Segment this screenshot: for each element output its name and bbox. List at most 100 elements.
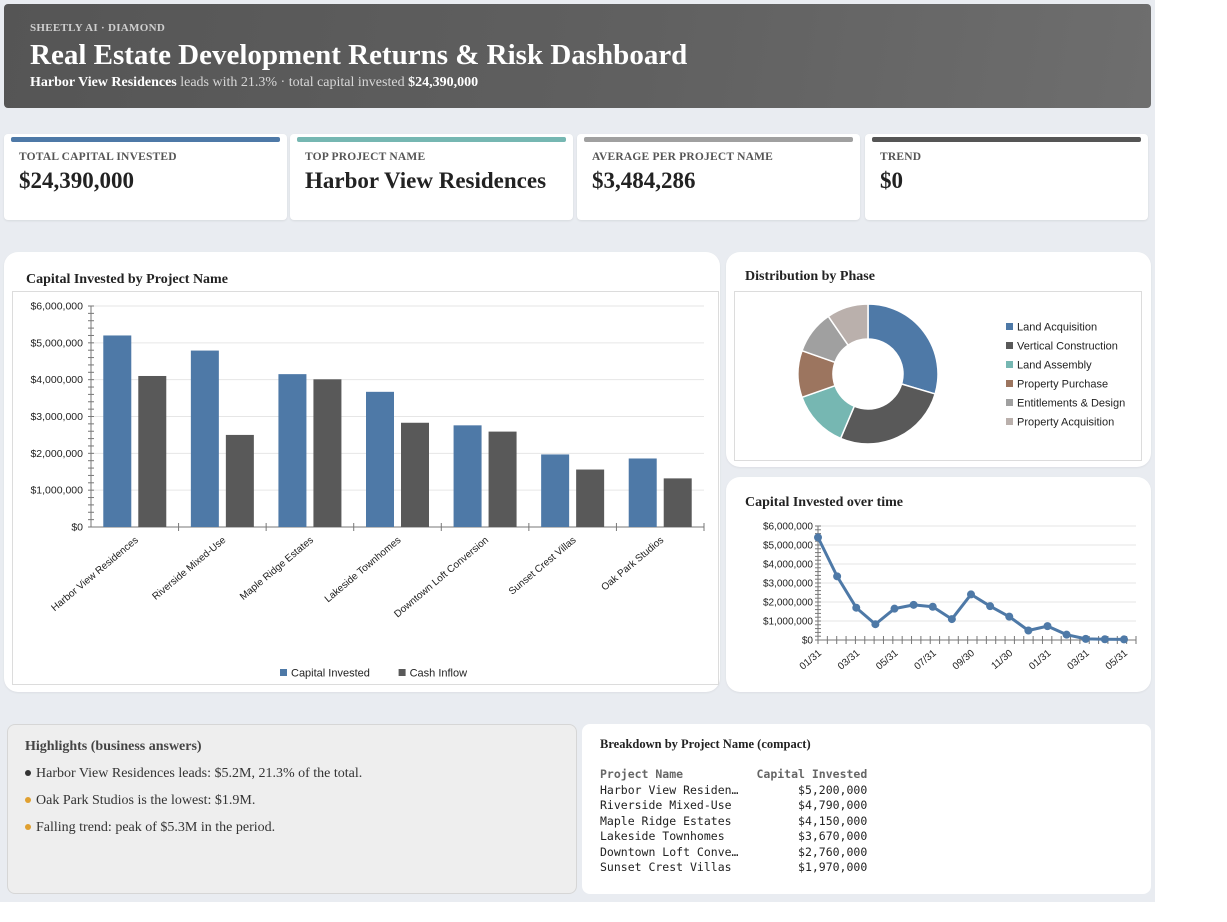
- donut-chart-title: Distribution by Phase: [745, 269, 875, 284]
- y-tick-label: $2,000,000: [30, 448, 83, 460]
- bar-chart: $0 $1,000,000 $2,000,000 $3,000,000 $4,000,0…: [30, 301, 705, 680]
- kpi-label: TREND: [880, 151, 922, 163]
- x-tick-label: Riverside Mixed-Use: [151, 535, 229, 603]
- y-tick-label: $1,000,000: [30, 485, 83, 497]
- data-point: [852, 603, 861, 612]
- subtitle-lead-name: Harbor View Residences: [30, 75, 177, 90]
- bullet-dot-icon: [25, 796, 31, 803]
- table-row: Riverside Mixed-Use $4,790,000: [600, 798, 867, 814]
- subtitle-text: leads with 21.3% · total capital investe…: [176, 75, 409, 90]
- kpi-card-total-capital: TOTAL CAPITAL INVESTED $24,390,000: [4, 134, 287, 220]
- data-point: [1062, 630, 1071, 639]
- brand-label: SHEETLY AI · DIAMOND: [30, 22, 166, 34]
- bar: [541, 454, 570, 527]
- legend-swatch: [1006, 323, 1013, 330]
- kpi-accent-bar: [584, 137, 853, 142]
- table-row: Sunset Crest Villas $1,970,000: [600, 860, 867, 876]
- x-tick-label: Lakeside Townhomes: [323, 535, 404, 605]
- donut-slice: [839, 383, 937, 445]
- highlight-text: Oak Park Studios is the lowest: $1.9M.: [36, 793, 256, 808]
- table-cell: Lakeside Townhomes: [600, 829, 725, 843]
- highlights-panel: Highlights (business answers) Harbor Vie…: [7, 724, 577, 894]
- table-cell: $3,670,000: [798, 829, 868, 843]
- x-tick-label: 01/31: [1027, 648, 1054, 673]
- bar: [628, 458, 657, 527]
- legend-label: Entitlements & Design: [1017, 398, 1125, 410]
- legend-swatch: [1006, 418, 1013, 425]
- legend-label: Capital Invested: [291, 668, 370, 680]
- data-point: [1081, 634, 1090, 643]
- table-header-row: Project Name Capital Invested: [600, 767, 867, 783]
- kpi-value: $24,390,000: [19, 168, 134, 193]
- data-point: [967, 590, 975, 599]
- line-chart-title: Capital Invested over time: [745, 495, 903, 510]
- kpi-label: TOP PROJECT NAME: [305, 151, 426, 163]
- x-tick-label: Downtown Loft Conversion: [392, 535, 491, 620]
- line-chart-card: Capital Invested over time $0 $1,000,000 $…: [726, 477, 1151, 692]
- data-point: [1005, 612, 1014, 621]
- y-tick-label: $3,000,000: [763, 579, 813, 590]
- column-header: Capital Invested: [756, 767, 868, 781]
- data-point: [928, 602, 937, 611]
- x-tick-label: 07/31: [912, 648, 939, 673]
- legend-label: Land Assembly: [1017, 360, 1092, 372]
- table-cell: $4,790,000: [798, 798, 868, 812]
- x-tick-label: 09/30: [951, 648, 978, 673]
- y-tick-label: $0: [802, 636, 814, 647]
- x-tick-label: Harbor View Residences: [49, 535, 140, 614]
- bar: [488, 431, 517, 527]
- kpi-label: AVERAGE PER PROJECT NAME: [592, 151, 774, 163]
- highlight-item: Falling trend: peak of $5.3M in the peri…: [25, 820, 559, 836]
- bar: [366, 391, 394, 527]
- x-tick-label: 11/30: [989, 648, 1015, 672]
- kpi-label: TOTAL CAPITAL INVESTED: [19, 151, 177, 163]
- data-point: [1043, 622, 1052, 631]
- table-cell: $2,760,000: [798, 844, 868, 859]
- table-row: Lakeside Townhomes $3,670,000: [600, 829, 867, 845]
- x-tick-label: Oak Park Studios: [599, 535, 666, 593]
- legend-label: Vertical Construction: [1017, 341, 1118, 353]
- table-cell: $5,200,000: [798, 782, 868, 797]
- y-tick-label: $4,000,000: [30, 374, 83, 386]
- y-tick-label: $6,000,000: [763, 522, 813, 533]
- legend-swatch: [1006, 361, 1013, 368]
- table-row: Harbor View Residen… $5,200,000: [600, 783, 867, 799]
- data-point: [1100, 635, 1109, 644]
- bar: [453, 425, 482, 527]
- legend-label: Cash Inflow: [410, 668, 468, 680]
- table-cell: Riverside Mixed-Use: [600, 798, 732, 812]
- y-tick-label: $1,000,000: [763, 617, 813, 628]
- legend-swatch: [280, 669, 287, 676]
- kpi-card-top-project: TOP PROJECT NAME Harbor View Residences: [290, 134, 573, 220]
- table-cell: Harbor View Residen…: [600, 782, 739, 797]
- kpi-accent-bar: [11, 137, 280, 142]
- kpi-value: Harbor View Residences: [305, 168, 547, 193]
- highlight-text: Harbor View Residences leads: $5.2M, 21.…: [36, 766, 363, 781]
- kpi-card-trend: TREND $0: [865, 134, 1148, 220]
- bar: [313, 379, 342, 527]
- kpi-accent-bar: [297, 137, 566, 142]
- data-point: [833, 572, 842, 581]
- header-banner: SHEETLY AI · DIAMOND Real Estate Develop…: [4, 4, 1151, 108]
- x-tick-label: 03/31: [1065, 648, 1092, 673]
- x-tick-label: 03/31: [836, 648, 863, 673]
- bar: [138, 375, 167, 527]
- y-tick-label: $2,000,000: [763, 598, 813, 609]
- donut-chart-card: Distribution by Phase Land Acquisition Ve…: [726, 252, 1151, 467]
- x-tick-label: 01/31: [798, 648, 825, 673]
- bar: [190, 350, 219, 527]
- breakdown-title: Breakdown by Project Name (compact): [600, 737, 811, 751]
- highlights-title: Highlights (business answers): [25, 739, 202, 754]
- y-tick-label: $0: [71, 522, 83, 534]
- legend-label: Property Acquisition: [1017, 417, 1114, 429]
- bar-chart-title: Capital Invested by Project Name: [26, 272, 228, 287]
- data-point: [814, 533, 822, 542]
- kpi-value: $0: [880, 168, 903, 193]
- data-point: [1024, 626, 1033, 635]
- dashboard-canvas: SHEETLY AI · DIAMOND Real Estate Develop…: [0, 0, 1155, 902]
- bar: [103, 335, 132, 527]
- bar: [576, 469, 605, 527]
- data-point: [1120, 635, 1128, 644]
- x-tick-label: 05/31: [1104, 648, 1131, 673]
- bar: [225, 434, 254, 527]
